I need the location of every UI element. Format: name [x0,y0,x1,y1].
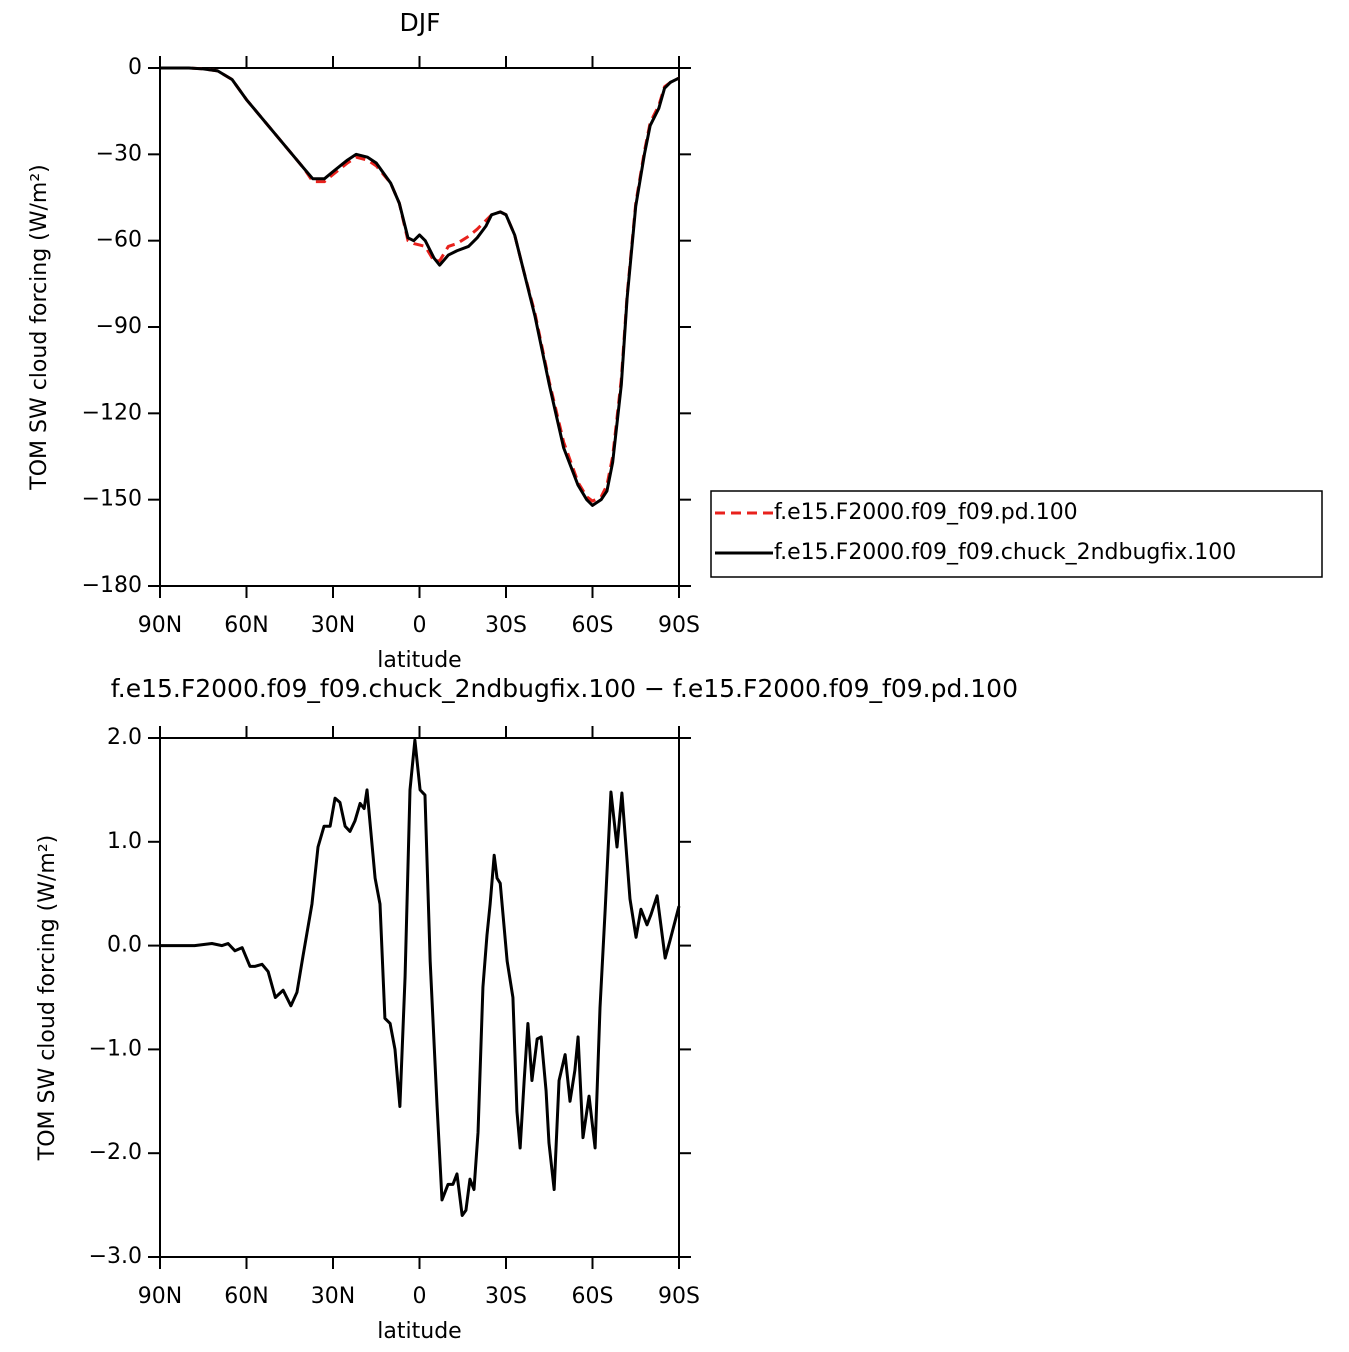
data-line [160,66,680,507]
plot-frame [159,737,680,1258]
plot-frame [159,67,680,587]
data-line [160,738,681,1217]
data-line [160,66,680,503]
x-tick-label: 30S [485,1284,527,1309]
chart-title: DJF [399,8,440,37]
x-tick-label: 30S [485,613,527,638]
y-tick-label: 2.0 [107,725,142,750]
x-tick-label: 90N [138,613,182,638]
y-tick-label: 0.0 [107,933,142,958]
x-axis-label: latitude [377,648,461,673]
x-tick-label: 30N [311,1284,355,1309]
legend-box [710,490,1323,578]
y-tick-label: −1.0 [89,1036,142,1061]
y-tick-label: −30 [96,141,142,166]
y-axis-label: TOM SW cloud forcing (W/m²) [35,835,60,1161]
y-tick-label: −3.0 [89,1244,142,1269]
y-tick-label: −60 [96,228,142,253]
x-tick-label: 60S [572,613,614,638]
x-tick-label: 0 [413,613,427,638]
y-tick-label: 1.0 [107,829,142,854]
x-tick-label: 60N [224,1284,268,1309]
x-tick-label: 90S [658,613,700,638]
y-axis-label: TOM SW cloud forcing (W/m²) [27,164,52,490]
x-tick-label: 60N [224,613,268,638]
y-tick-label: 0 [128,55,142,80]
x-tick-label: 0 [413,1284,427,1309]
legend-label: f.e15.F2000.f09_f09.pd.100 [774,500,1078,525]
y-tick-label: −150 [82,487,142,512]
y-tick-label: −180 [82,573,142,598]
y-tick-label: −2.0 [89,1140,142,1165]
legend-label: f.e15.F2000.f09_f09.chuck_2ndbugfix.100 [774,540,1236,565]
x-tick-label: 90N [138,1284,182,1309]
x-tick-label: 90S [658,1284,700,1309]
x-tick-label: 60S [572,1284,614,1309]
x-axis-label: latitude [377,1319,461,1344]
chart-title: f.e15.F2000.f09_f09.chuck_2ndbugfix.100 … [111,674,1018,703]
y-tick-label: −90 [96,314,142,339]
x-tick-label: 30N [311,613,355,638]
y-tick-label: −120 [82,400,142,425]
